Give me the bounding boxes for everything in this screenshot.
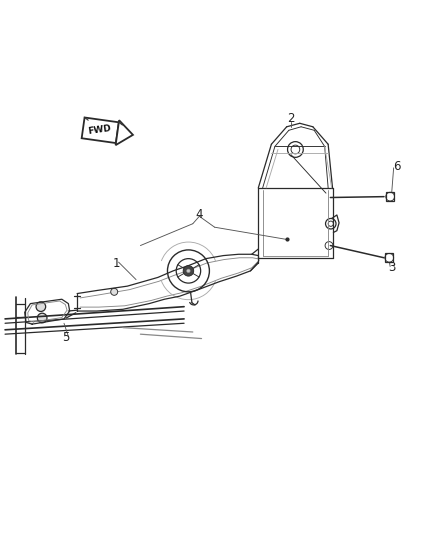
Text: 6: 6 [393,160,401,173]
Circle shape [183,265,194,276]
Circle shape [111,288,118,295]
Polygon shape [116,120,133,145]
Bar [386,192,394,201]
Text: 5: 5 [62,331,69,344]
Polygon shape [81,117,119,143]
Text: 2: 2 [287,112,295,125]
Circle shape [187,269,190,272]
Circle shape [37,313,47,323]
Circle shape [36,302,46,311]
Text: FWD: FWD [87,124,112,136]
Text: 4: 4 [196,208,203,222]
Text: 1: 1 [113,256,120,270]
Bar [385,253,393,262]
Text: 3: 3 [388,261,395,274]
